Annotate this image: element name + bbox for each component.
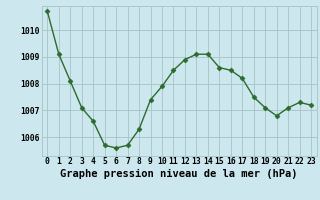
X-axis label: Graphe pression niveau de la mer (hPa): Graphe pression niveau de la mer (hPa): [60, 169, 298, 179]
